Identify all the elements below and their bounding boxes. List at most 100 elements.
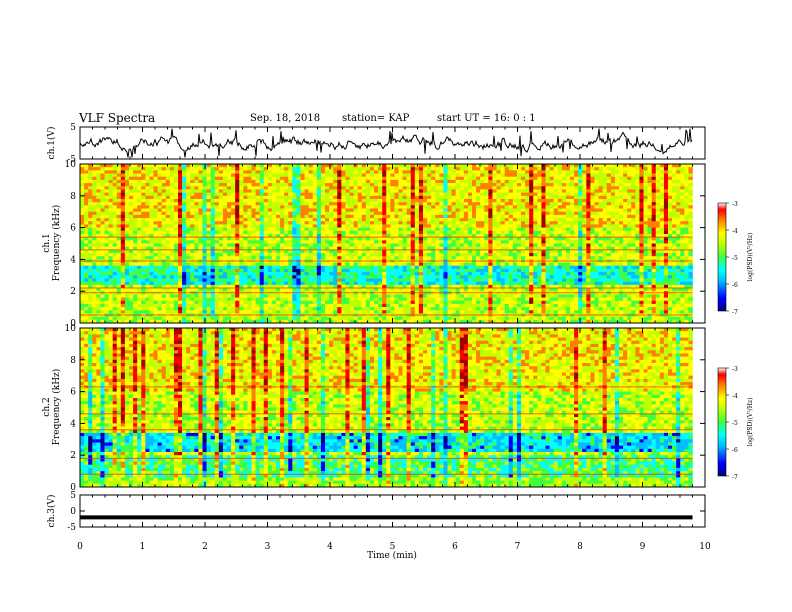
spectrogram-cell [378, 233, 383, 238]
spectrogram-cell [300, 224, 305, 228]
spectrogram-cell [463, 243, 469, 247]
spectrogram-cell [369, 176, 375, 181]
spectrogram-cell [610, 265, 616, 270]
spectrogram-cell [553, 167, 559, 171]
spectrogram-cell [198, 227, 203, 232]
spectrogram-cell [92, 268, 97, 273]
spectrogram-cell [467, 249, 473, 254]
spectrogram-cell [202, 237, 207, 241]
spectrogram-cell [688, 265, 693, 270]
spectrogram-cell [516, 186, 522, 190]
spectrogram-cell [639, 186, 644, 190]
spectrogram-cell [602, 198, 608, 203]
spectrogram-cell [602, 233, 608, 238]
spectrogram-cell [222, 179, 228, 184]
spectrogram-cell [586, 227, 591, 232]
spectrogram-cell [247, 227, 252, 232]
spectrogram-cell [635, 243, 640, 247]
spectrogram-cell [178, 205, 183, 209]
spectrogram-cell [427, 243, 432, 247]
spectrogram-cell [116, 256, 122, 260]
spectrogram-cell [374, 211, 379, 216]
spectrogram-cell [112, 240, 118, 244]
spectrogram-cell [570, 211, 575, 216]
spectrogram-cell [88, 186, 93, 190]
spectrogram-cell [169, 214, 175, 219]
spectrogram-cell [684, 179, 689, 184]
spectrogram-cell [541, 205, 546, 209]
spectrogram-cell [529, 246, 534, 251]
spectrogram-cell [308, 205, 314, 209]
spectrogram-cell [668, 179, 673, 184]
spectrogram-cell [165, 262, 171, 267]
spectrogram-cell [484, 262, 489, 267]
spectrogram-cell [169, 195, 175, 200]
spectrogram-cell [578, 224, 583, 228]
spectrogram-cell [492, 167, 497, 171]
spectrogram-cell [325, 237, 330, 241]
spectrogram-cell [561, 233, 567, 238]
spectrogram-cell [512, 186, 518, 190]
spectrogram-cell [447, 227, 452, 232]
spectrogram-cell [676, 186, 681, 190]
spectrogram-cell [320, 246, 326, 251]
spectrogram-cell [410, 237, 416, 241]
spectrogram-cell [578, 246, 583, 251]
spectrogram-cell [394, 240, 399, 244]
spectrogram-cell [606, 211, 612, 216]
spectrogram-cell [451, 249, 456, 254]
spectrogram-cell [431, 202, 436, 206]
spectrogram-cell [218, 240, 224, 244]
spectrogram-cell [247, 189, 252, 193]
spectrogram-cell [333, 183, 338, 187]
spectrogram-cell [137, 179, 142, 184]
spectrogram-cell [382, 240, 387, 244]
spectrogram-cell [655, 243, 661, 247]
spectrogram-cell [668, 240, 673, 244]
spectrogram-cell [202, 224, 207, 228]
spectrogram-cell [104, 186, 109, 190]
spectrogram-cell [149, 173, 154, 178]
spectrogram-cell [545, 183, 550, 187]
spectrogram-cell [484, 205, 489, 209]
spectrogram-cell [631, 240, 636, 244]
spectrogram-cell [586, 179, 591, 184]
spectrogram-cell [586, 265, 591, 270]
spectrogram-cell [186, 205, 191, 209]
spectrogram-cell [541, 256, 546, 260]
spectrogram-cell [529, 218, 534, 222]
spectrogram-cell [500, 253, 505, 257]
spectrogram-cell [88, 243, 93, 247]
spectrogram-cell [182, 208, 187, 212]
spectrogram-cell [463, 230, 469, 235]
spectrogram-cell [659, 221, 665, 225]
spectrogram-cell [190, 186, 195, 190]
spectrogram-cell [137, 237, 142, 241]
spectrogram-cell [357, 183, 363, 187]
spectrogram-cell [124, 227, 130, 232]
spectrogram-cell [655, 249, 661, 254]
spectrogram-cell [206, 265, 211, 270]
spectrogram-cell [247, 243, 252, 247]
spectrogram-cell [431, 170, 436, 174]
spectrogram-cell [210, 179, 216, 184]
spectrogram-cell [198, 176, 203, 181]
spectrogram-cell [504, 233, 510, 238]
spectrogram-cell [173, 265, 179, 270]
spectrogram-cell [431, 211, 436, 216]
spectrogram-cell [435, 211, 440, 216]
spectrogram-cell [353, 253, 358, 257]
spectrogram-cell [582, 221, 587, 225]
spectrogram-cell [463, 195, 469, 200]
spectrogram-cell [545, 265, 550, 270]
spectrogram-cell [545, 221, 550, 225]
spectrogram-cell [570, 205, 575, 209]
spectrogram-cell [165, 211, 171, 216]
spectrogram-cell [259, 224, 265, 228]
spectrogram-cell [643, 237, 648, 241]
spectrogram-cell [631, 192, 636, 197]
spectrogram-cell [565, 218, 571, 222]
spectrogram-cell [525, 249, 530, 254]
spectrogram-cell [149, 224, 154, 228]
spectrogram-cell [251, 189, 256, 193]
